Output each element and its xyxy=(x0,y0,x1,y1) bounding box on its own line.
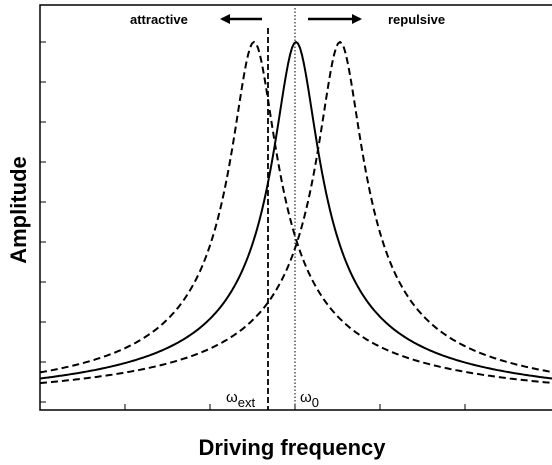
ticks xyxy=(40,41,466,410)
y-axis-label: Amplitude xyxy=(6,156,31,264)
attractive-label: attractive xyxy=(130,12,188,27)
omega-0-label: ω0 xyxy=(300,389,319,410)
omega-ext-label: ωext xyxy=(226,389,255,410)
omega-subscript: ext xyxy=(238,395,256,410)
shifted-curve xyxy=(39,40,552,385)
plot-frame xyxy=(39,4,552,411)
repulsive-label: repulsive xyxy=(388,12,445,27)
x-axis-label: Driving frequency xyxy=(198,435,386,460)
curves xyxy=(39,40,552,385)
resonance-curve xyxy=(39,40,552,380)
omega-subscript: 0 xyxy=(312,395,319,410)
omega-symbol: ω xyxy=(226,389,238,406)
omega-symbol: ω xyxy=(300,389,312,406)
shifted-curve xyxy=(39,40,552,384)
